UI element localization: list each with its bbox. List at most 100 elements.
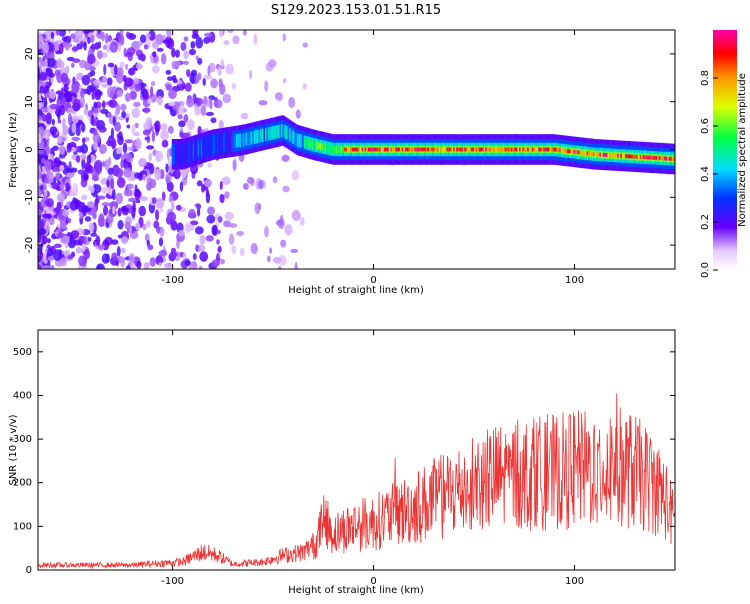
noise-blob (72, 182, 79, 194)
noise-blob (38, 102, 43, 109)
ridge-cell (205, 144, 208, 149)
noise-blob (43, 96, 48, 109)
ridge-cell (564, 148, 566, 153)
ridge-cell (554, 147, 557, 152)
ridge-cell (311, 142, 314, 147)
noise-blob (231, 245, 237, 255)
ridge-cell (559, 148, 562, 153)
ridge-cell (528, 147, 531, 152)
noise-blob (199, 251, 209, 262)
noise-blob (170, 220, 178, 231)
ridge-cell (671, 157, 674, 161)
ridge-cell (581, 150, 584, 155)
ridge-cell (467, 147, 470, 152)
ridge-cell (400, 147, 402, 152)
ridge-cell (199, 146, 201, 151)
noise-blob (276, 94, 283, 102)
ridge-cell (390, 147, 393, 152)
noise-blob (195, 55, 199, 61)
ridge-cell (406, 147, 409, 152)
ridge-cell (250, 136, 253, 140)
noise-blob (80, 205, 90, 212)
ridge-cell (556, 147, 558, 152)
ridge-cell (650, 155, 653, 160)
noise-blob (139, 34, 147, 44)
ridge-cell (466, 147, 468, 152)
noise-blob (121, 247, 126, 254)
ridge-cell (404, 147, 407, 152)
noise-blob (57, 202, 61, 214)
noise-blob (110, 239, 119, 245)
ridge-cell (602, 152, 605, 157)
noise-blob (122, 75, 127, 82)
ridge-cell (514, 147, 517, 152)
noise-blob (137, 54, 143, 61)
ridge-cell (464, 147, 467, 152)
noise-blob (134, 122, 139, 129)
noise-blob (166, 30, 172, 38)
ridge-cell (308, 141, 311, 146)
noise-blob (158, 208, 164, 213)
ridge-cell (372, 147, 375, 152)
ridge-cell (228, 140, 230, 145)
ridge-cell (260, 133, 263, 138)
snr-ytick-label: 400 (13, 390, 32, 401)
noise-blob (162, 255, 166, 263)
ridge-cell (327, 146, 330, 151)
ridge-cell (358, 147, 361, 152)
noise-blob (203, 36, 211, 44)
noise-blob (38, 264, 42, 269)
noise-blob (78, 59, 87, 69)
noise-blob (210, 117, 217, 124)
ridge-cell (613, 153, 616, 158)
ridge-cell (523, 147, 526, 152)
noise-blob (146, 239, 150, 247)
noise-blob (45, 198, 54, 208)
noise-blob (125, 204, 133, 209)
noise-blob (133, 131, 140, 137)
noise-blob (242, 182, 249, 191)
noise-blob (112, 205, 116, 215)
noise-blob (66, 172, 74, 178)
ridge-cell (314, 143, 317, 148)
noise-blob (116, 176, 126, 188)
noise-blob (70, 230, 80, 240)
ridge-cell (208, 143, 211, 148)
noise-blob (103, 205, 109, 216)
ridge-cell (200, 146, 203, 151)
noise-blob (135, 222, 141, 231)
ridge-cell (212, 142, 214, 147)
noise-blob (98, 213, 105, 226)
noise-blob (120, 159, 124, 169)
noise-blob (143, 263, 149, 269)
noise-blob (66, 142, 72, 153)
ridge-cell (583, 151, 586, 155)
ridge-cell (433, 147, 436, 152)
noise-blob (175, 49, 180, 58)
ridge-cell (313, 142, 316, 147)
noise-blob (110, 178, 115, 190)
noise-blob (50, 31, 55, 39)
noise-blob (96, 50, 104, 60)
noise-blob (93, 101, 98, 108)
spectrogram-xlabel: Height of straight line (km) (288, 285, 424, 296)
noise-blob (42, 42, 49, 54)
noise-blob (65, 94, 69, 102)
ridge-cell (353, 147, 356, 152)
ridge-cell (531, 147, 534, 152)
noise-blob (169, 251, 178, 257)
noise-blob (280, 239, 287, 248)
noise-blob (91, 175, 100, 182)
noise-blob (102, 44, 108, 50)
noise-blob (111, 188, 116, 201)
ridge-cell (335, 147, 338, 152)
noise-blob (129, 90, 137, 100)
ridge-cell (414, 147, 417, 152)
ridge-cell (318, 144, 320, 148)
ridge-cell (347, 147, 349, 152)
noise-blob (75, 145, 84, 153)
ridge-cell (361, 147, 364, 152)
noise-blob (101, 100, 106, 109)
noise-blob (47, 255, 56, 261)
